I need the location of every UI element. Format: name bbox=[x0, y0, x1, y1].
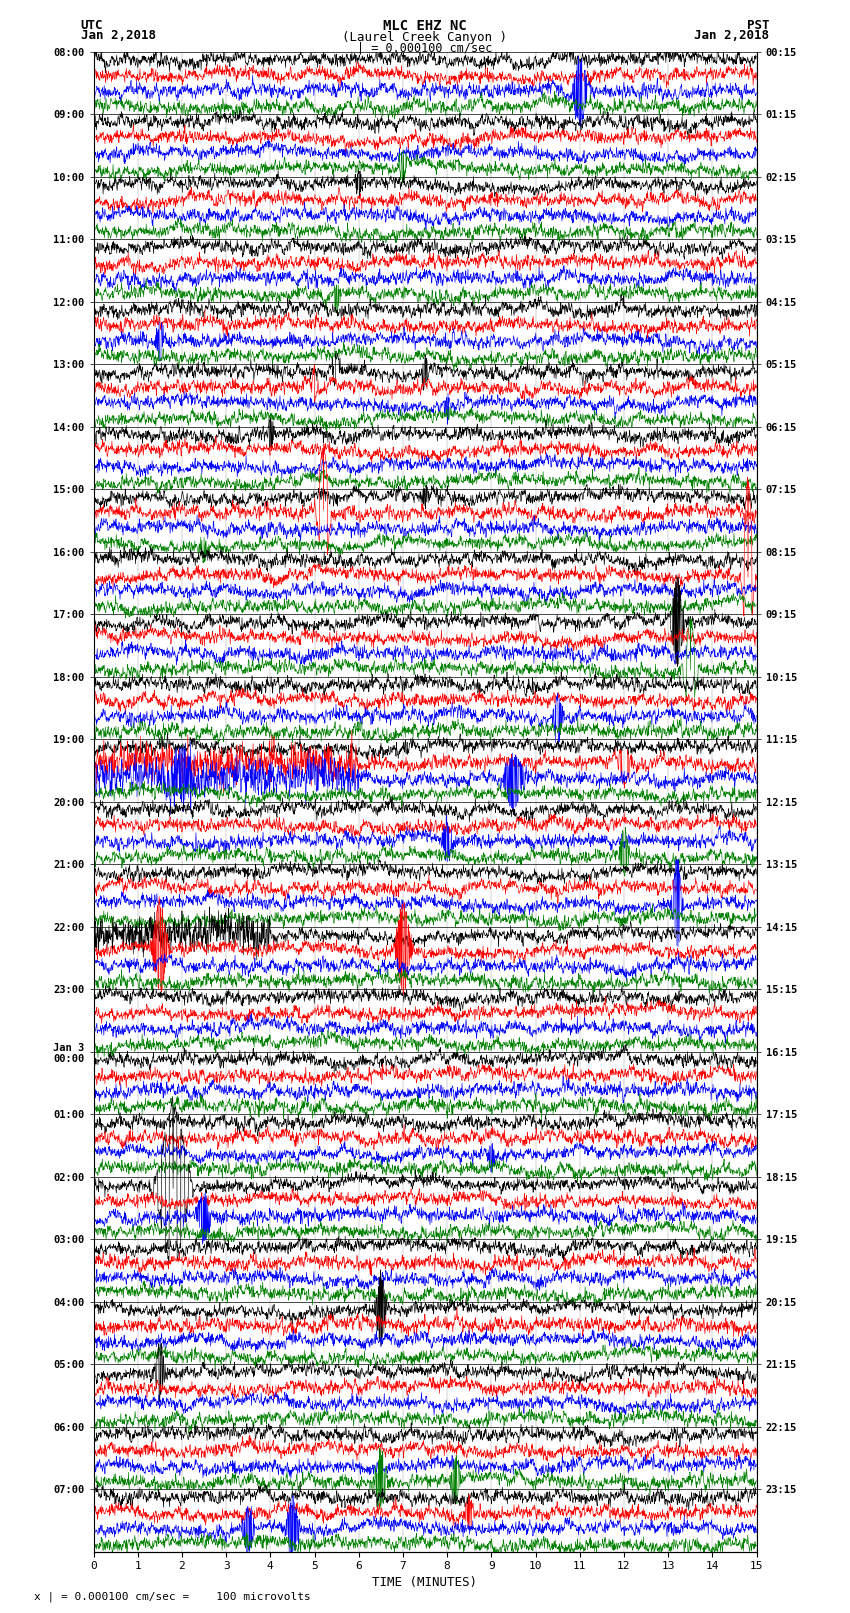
Text: (Laurel Creek Canyon ): (Laurel Creek Canyon ) bbox=[343, 31, 507, 44]
X-axis label: TIME (MINUTES): TIME (MINUTES) bbox=[372, 1576, 478, 1589]
Text: Jan 2,2018: Jan 2,2018 bbox=[694, 29, 769, 42]
Text: Jan 2,2018: Jan 2,2018 bbox=[81, 29, 156, 42]
Text: UTC: UTC bbox=[81, 19, 103, 32]
Text: | = 0.000100 cm/sec: | = 0.000100 cm/sec bbox=[357, 42, 493, 55]
Text: PST: PST bbox=[747, 19, 769, 32]
Text: MLC EHZ NC: MLC EHZ NC bbox=[383, 19, 467, 34]
Text: x | = 0.000100 cm/sec =    100 microvolts: x | = 0.000100 cm/sec = 100 microvolts bbox=[34, 1590, 311, 1602]
